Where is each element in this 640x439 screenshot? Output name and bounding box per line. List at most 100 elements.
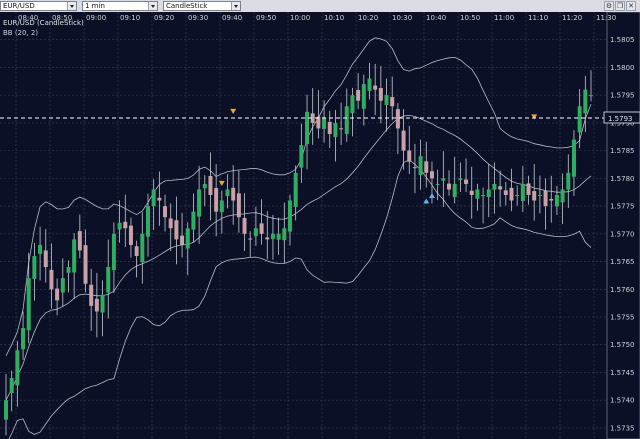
chevron-down-icon[interactable] — [67, 2, 76, 10]
candle-body-up — [191, 211, 196, 230]
time-tick-label: 11:00 — [494, 14, 514, 22]
candle-body-up — [299, 145, 304, 168]
candle-body-down — [77, 231, 82, 251]
time-tick-label: 11:10 — [528, 14, 548, 22]
price-tick-label: 1.5765 — [610, 258, 635, 266]
candle-body-down — [390, 97, 395, 107]
chart-background — [0, 12, 640, 439]
price-tick-label: 1.5795 — [610, 92, 635, 100]
candle-body-down — [373, 85, 378, 90]
candlestick-chart[interactable]: 08:40 08:50 09:00 09:10 09:20 09:30 09:40 09:50… — [0, 12, 640, 439]
chart-type-dropdown[interactable]: CandleStick — [163, 1, 241, 11]
candle-body-down — [123, 221, 128, 229]
candle-body-down — [163, 206, 168, 218]
candle-body-down — [424, 161, 429, 173]
bollinger-upper-band — [5, 37, 592, 356]
candle-body-down — [208, 175, 213, 195]
candle-body-up — [486, 189, 491, 198]
candle-body-down — [526, 183, 531, 195]
price-tick-label: 1.5805 — [610, 36, 635, 44]
candle-body-up — [145, 206, 150, 237]
timeframe-dropdown[interactable]: 1 min — [82, 1, 158, 11]
timeframe-label: 1 min — [85, 2, 105, 10]
candle-body-up — [492, 183, 497, 190]
candle-body-up — [38, 244, 43, 254]
candle-body-down — [214, 188, 219, 212]
candle-body-up — [458, 178, 463, 181]
time-tick-label: 10:20 — [358, 14, 378, 22]
candle-body-up — [100, 294, 105, 313]
candle-body-down — [543, 190, 548, 207]
buy-marker-icon — [423, 198, 430, 204]
candle-body-down — [259, 223, 264, 234]
candle-body-up — [418, 156, 423, 176]
candle-body-up — [106, 267, 111, 293]
bollinger-lower-band — [8, 159, 592, 439]
candle-body-down — [401, 130, 406, 151]
candle-body-down — [248, 238, 253, 240]
time-tick-label: 10:00 — [290, 14, 310, 22]
candle-body-down — [498, 186, 503, 190]
candle-body-down — [43, 250, 48, 268]
time-tick-label: 09:40 — [222, 14, 242, 22]
candle-body-up — [117, 222, 122, 230]
candle-body-down — [168, 218, 173, 229]
price-tick-label: 1.5745 — [610, 369, 635, 377]
candle-body-down — [83, 245, 88, 284]
candle-body-down — [509, 187, 514, 201]
candle-body-down — [157, 197, 162, 201]
price-tick-label: 1.5770 — [610, 230, 635, 238]
candle-body-up — [475, 189, 480, 199]
symbol-dropdown[interactable]: EUR/USD — [0, 1, 77, 11]
current-price-label: 1.5793 — [608, 115, 633, 123]
close-icon[interactable]: ✕ — [626, 1, 636, 11]
candle-body-up — [4, 400, 8, 420]
candle-body-down — [532, 191, 537, 201]
candle-body-up — [583, 89, 588, 114]
candle-body-down — [242, 217, 247, 234]
candle-body-up — [219, 200, 224, 213]
candle-body-up — [32, 256, 37, 279]
time-tick-label: 08:50 — [52, 14, 72, 22]
candle-body-up — [66, 267, 71, 273]
candle-body-down — [429, 171, 434, 179]
time-tick-label: 10:40 — [426, 14, 446, 22]
candle-body-down — [412, 167, 417, 169]
time-tick-label: 09:30 — [188, 14, 208, 22]
candle-body-up — [344, 106, 349, 134]
candle-body-down — [134, 246, 139, 256]
candle-body-down — [316, 116, 321, 129]
candle-body-down — [503, 190, 508, 195]
price-axis[interactable] — [606, 12, 640, 439]
restore-icon[interactable]: ❐ — [615, 1, 625, 11]
candle-body-down — [49, 269, 54, 290]
candle-body-down — [174, 220, 179, 240]
candle-body-up — [225, 189, 230, 197]
candle-body-up — [537, 195, 542, 196]
candle-body-down — [55, 288, 60, 301]
chart-type-label: CandleStick — [166, 2, 208, 10]
indicator-label: BB (20, 2) — [3, 29, 38, 37]
candle-body-up — [589, 95, 593, 97]
candle-body-up — [197, 189, 202, 217]
price-tick-label: 1.5750 — [610, 341, 635, 349]
candle-body-down — [128, 225, 133, 245]
candle-body-down — [94, 298, 99, 312]
candle-body-down — [339, 128, 344, 130]
candle-body-up — [350, 95, 355, 114]
candle-body-down — [469, 190, 474, 195]
time-tick-label: 09:00 — [86, 14, 106, 22]
candle-body-up — [185, 228, 190, 249]
time-tick-label: 10:30 — [392, 14, 412, 22]
price-tick-label: 1.5800 — [610, 64, 635, 72]
chevron-down-icon[interactable] — [148, 2, 157, 10]
chart-title: EUR/USD (CandleStick) — [3, 19, 84, 27]
settings-icon[interactable]: ⚙ — [604, 1, 614, 11]
candle-body-up — [305, 111, 310, 145]
price-tick-label: 1.5785 — [610, 147, 635, 155]
chevron-down-icon[interactable] — [231, 2, 240, 10]
candle-body-down — [447, 183, 452, 190]
candle-body-down — [236, 193, 241, 218]
current-price-badge — [603, 111, 640, 124]
